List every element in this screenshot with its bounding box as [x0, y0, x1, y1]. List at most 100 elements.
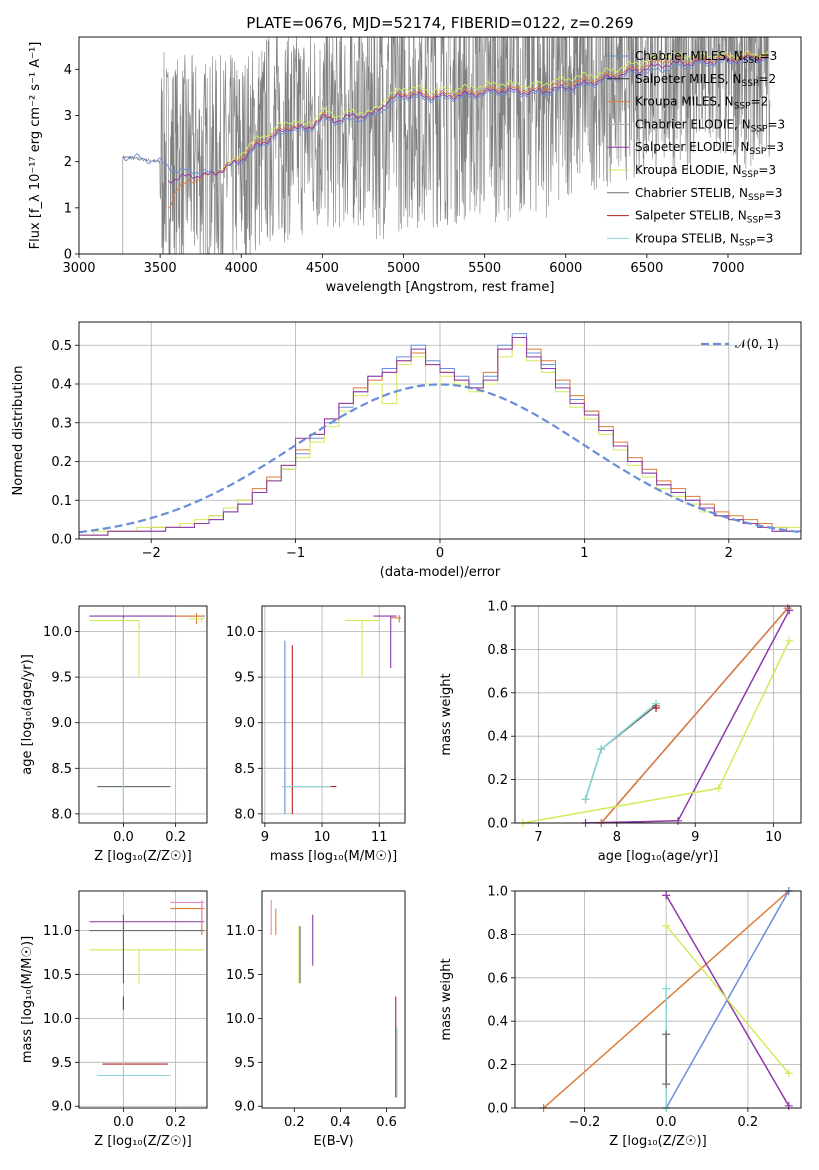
model-spectrum-line: [167, 52, 769, 209]
x-tick-label: 0.0: [113, 1115, 134, 1130]
x-tick-label: 0.4: [330, 1115, 351, 1130]
legend-entry: Salpeter ELODIE, NSSP=3: [635, 140, 784, 157]
y-tick-label: 10.0: [43, 625, 72, 640]
weight-marker: [673, 816, 682, 825]
y-tick-label: 0.0: [51, 533, 72, 548]
y-tick-label: 1.0: [487, 600, 508, 615]
x-tick-label: 0.0: [113, 830, 134, 845]
axes-frame: [78, 890, 208, 1109]
legend-entry: Chabrier MILES, NSSP=3: [635, 49, 777, 66]
x-axis-label: Z [log₁₀(Z/Z☉)]: [94, 849, 191, 864]
weight-marker: [714, 784, 723, 793]
x-tick-label: 5500: [468, 261, 501, 276]
y-tick-label: 9.5: [234, 1056, 255, 1071]
x-tick-label: 0.6: [376, 1115, 397, 1130]
x-axis-label: Z [log₁₀(Z/Z☉)]: [609, 1134, 706, 1149]
plot-area: [282, 615, 401, 814]
plot-area: [89, 613, 205, 814]
x-tick-label: −2: [142, 546, 161, 561]
y-tick-label: 0.6: [487, 686, 508, 701]
weight-marker: [662, 921, 671, 930]
weight-line: [584, 705, 657, 800]
weight-marker: [652, 703, 661, 712]
weight-marker: [597, 745, 606, 754]
y-tick-label: 11.0: [43, 924, 72, 939]
data-spectrum-line: [122, 37, 771, 254]
panel-weight-vs-age: 7 8 9 10 0.0 0.2 0.4 0.6 0.8 1.0 age [log₁₀(age/yr…: [439, 600, 802, 864]
x-tick-label: −1: [286, 546, 305, 561]
plot-area: [79, 333, 801, 536]
x-tick-label: 0.2: [165, 830, 186, 845]
y-tick-label: 3: [64, 109, 72, 124]
y-axis-label: mass weight: [439, 673, 454, 755]
x-tick-label: 9: [691, 830, 699, 845]
y-tick-label: 0.2: [487, 1058, 508, 1073]
x-tick-label: 0.0: [656, 1115, 677, 1130]
model-spectrum-line: [224, 50, 769, 171]
y-tick-label: 0.5: [51, 339, 72, 354]
x-tick-label: 0: [436, 546, 444, 561]
x-tick-label: −0.2: [569, 1115, 601, 1130]
y-tick-label: 10.0: [226, 625, 255, 640]
x-tick-label: 0.2: [738, 1115, 759, 1130]
y-tick-label: 11.0: [226, 924, 255, 939]
x-tick-label: 3500: [144, 261, 177, 276]
legend-entry: Kroupa ELODIE, NSSP=3: [635, 163, 776, 180]
y-tick-label: 9.5: [234, 671, 255, 686]
y-tick-label: 0.3: [51, 416, 72, 431]
y-tick-label: 0.0: [487, 1102, 508, 1117]
panel-mass-vs-Z: 0.0 0.2 9.0 9.5 10.0 10.5 11.0 Z [log₁₀(Z/Z☉)] m…: [20, 890, 208, 1149]
y-tick-label: 0.2: [51, 455, 72, 470]
legend-entry: Kroupa MILES, NSSP=2: [635, 95, 768, 112]
y-axis-label: Normed distribution: [11, 366, 26, 496]
weight-marker: [662, 1030, 671, 1039]
y-tick-label: 1: [64, 201, 72, 216]
x-axis-label: mass [log₁₀(M/M☉)]: [270, 849, 397, 864]
plot-area: [89, 899, 205, 1098]
legend: Chabrier MILES, NSSP=3 Salpeter MILES, NS…: [607, 49, 785, 248]
weight-marker: [785, 606, 794, 615]
weight-line: [584, 703, 657, 800]
y-axis-label: age [log₁₀(age/yr)]: [20, 654, 35, 775]
normal-curve: [79, 383, 801, 534]
x-tick-label: 7: [534, 830, 542, 845]
figure-title: PLATE=0676, MJD=52174, FIBERID=0122, z=0…: [246, 14, 633, 32]
plot-area: [522, 607, 790, 823]
axes-frame: [261, 605, 406, 824]
y-tick-label: 8.0: [51, 807, 72, 822]
x-tick-label: 6000: [549, 261, 582, 276]
y-axis-label: mass [log₁₀(M/M☉)]: [20, 936, 35, 1063]
y-tick-label: 0.2: [487, 773, 508, 788]
y-tick-label: 1.0: [487, 885, 508, 900]
weight-marker: [581, 795, 590, 804]
x-tick-label: 11: [371, 830, 388, 845]
x-tick-label: 9: [261, 830, 269, 845]
x-tick-label: 4000: [225, 261, 258, 276]
y-tick-label: 10.5: [43, 968, 72, 983]
x-tick-label: 8: [613, 830, 621, 845]
x-tick-label: 10: [314, 830, 331, 845]
x-tick-label: 0.2: [165, 1115, 186, 1130]
axes-frame: [78, 321, 802, 540]
panel-age-vs-Z: 0.0 0.2 8.0 8.5 9.0 9.5 10.0 Z [log₁₀(Z/Z☉)] age…: [20, 605, 208, 864]
x-axis-label: wavelength [Angstrom, rest frame]: [326, 280, 555, 295]
legend-entry: Chabrier ELODIE, NSSP=3: [635, 117, 785, 134]
x-tick-label: 1: [580, 546, 588, 561]
y-tick-label: 9.5: [51, 1056, 72, 1071]
weight-line: [522, 640, 790, 823]
model-spectrum-line: [122, 57, 769, 175]
y-tick-label: 0.6: [487, 971, 508, 986]
x-tick-label: 7000: [711, 261, 744, 276]
axes-frame: [514, 605, 802, 824]
x-axis-label: (data-model)/error: [380, 565, 501, 580]
y-tick-label: 9.0: [234, 716, 255, 731]
y-tick-label: 10.0: [43, 1012, 72, 1027]
histogram-step: [79, 337, 801, 536]
weight-line: [665, 925, 790, 1074]
y-tick-label: 8.0: [234, 807, 255, 822]
x-tick-label: 0.2: [284, 1115, 305, 1130]
legend-entry: Kroupa STELIB, NSSP=3: [635, 231, 773, 248]
y-tick-label: 0.0: [487, 817, 508, 832]
